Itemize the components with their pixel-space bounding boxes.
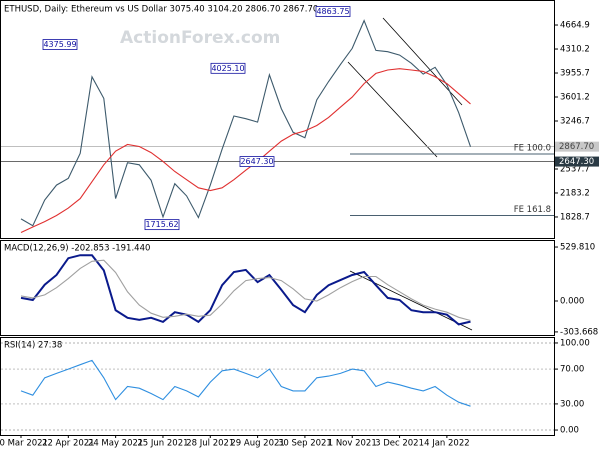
macd-panel [0,240,555,336]
y-tick-label: 529.810 [560,243,595,253]
series-line [20,68,471,233]
price-panel [0,0,555,239]
trend-line [349,270,473,331]
y-tick-label: -303.668 [560,327,598,337]
y-tick-label: 0.000 [560,296,584,306]
price-label: 2647.30 [240,157,273,166]
y-tick-label: 3246.7 [560,117,590,127]
x-tick-label: 30 Sep 2021 [278,439,332,449]
price-label-box [315,6,351,17]
x-tick-label: 25 Jun 2021 [137,439,188,449]
x-tick-label: 3 Dec 2021 [375,439,424,449]
price-label-box [210,62,246,74]
price-marker-box [555,141,599,152]
series-line [20,359,471,407]
fe-label: FE 161.8 [514,205,551,215]
price-label: 1715.62 [145,220,178,229]
series-line [20,254,471,326]
y-tick-label: 4664.9 [560,21,590,31]
y-tick-label: 1828.7 [560,212,590,222]
y-tick-label: 100.00 [560,338,590,348]
price-label: 4863.75 [316,7,349,16]
price-label: 4025.10 [211,64,244,73]
fe-label: FE 100.0 [514,143,551,153]
y-tick-label: 30.00 [560,399,584,409]
y-tick-label: 0.00 [560,426,579,436]
panel-title: MACD(12,26,9) -202.853 -191.440 [4,244,150,254]
price-marker-label: 2867.70 [559,142,594,152]
price-label-box [144,219,180,231]
price-label-box [42,39,78,50]
y-tick-label: 3601.2 [560,93,590,103]
x-tick-label: 22 Apr 2021 [42,439,95,449]
rsi-panel [0,337,555,436]
series-line [20,19,472,227]
x-tick-label: 4 Jan 2022 [424,439,470,449]
price-marker-label: 2647.30 [559,157,594,167]
channel-line [347,61,438,158]
panel-title: ETHUSD, Daily: Ethereum vs US Dollar 307… [4,5,318,15]
x-tick-label: 1 Nov 2021 [328,439,377,449]
x-tick-label: 24 May 2021 [88,439,143,449]
price-marker-box [555,156,599,167]
price-label-box [239,156,275,167]
x-tick-label: 28 Jul 2021 [186,439,234,449]
watermark: ActionForex.com [120,28,280,48]
y-tick-label: 4310.2 [560,45,590,55]
y-tick-label: 2537.7 [560,164,590,174]
series-line [20,259,471,322]
y-tick-label: 2183.2 [560,188,590,198]
y-tick-label: 70.00 [560,365,584,375]
x-tick-label: 29 Aug 2021 [230,439,284,449]
panel-title: RSI(14) 27.38 [4,341,62,351]
x-tick-label: 20 Mar 2021 [0,439,48,449]
price-label: 4375.99 [43,40,76,49]
y-tick-label: 3955.7 [560,69,590,79]
